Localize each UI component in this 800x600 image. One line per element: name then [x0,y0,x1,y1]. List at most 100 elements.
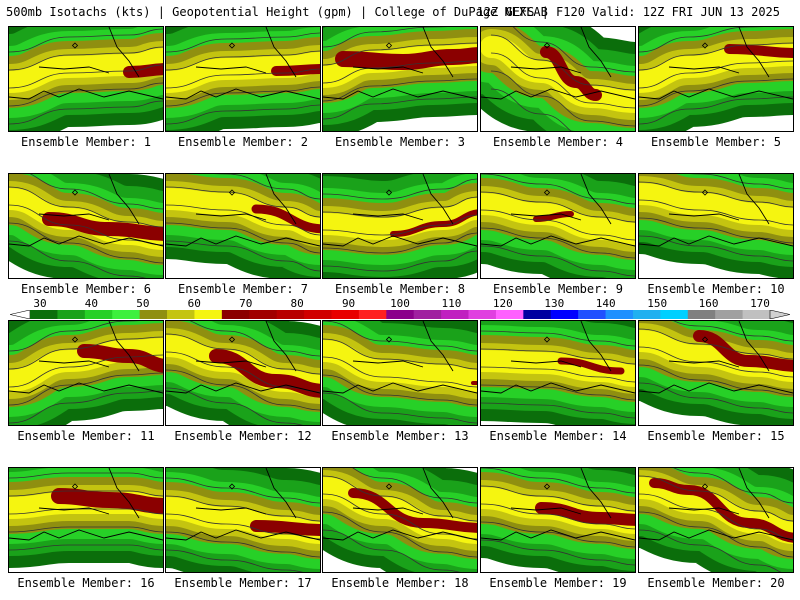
coastline-borders [323,468,477,541]
ensemble-member-label: Ensemble Member: 4 [492,135,624,149]
colorbar-tick-label: 100 [390,297,410,310]
location-marker-icon [701,336,709,343]
height-contour [166,549,304,572]
colorbar-tick-label: 60 [187,297,201,310]
height-contour [481,191,635,223]
jet-stream-map [166,27,320,131]
coastline-borders [481,321,635,394]
height-contour [9,490,163,497]
jet-core-isotach [533,211,574,222]
height-contour [639,529,782,572]
ensemble-map-panel [165,26,321,132]
colorbar-tick-label: 150 [647,297,668,310]
jet-core-isotach [123,63,163,78]
height-contour [323,96,477,120]
ensemble-map-panel [322,26,478,132]
height-contour [9,222,163,264]
jet-stream-map [481,321,635,425]
coastline-borders [639,321,793,394]
jet-core-isotach [693,330,793,372]
height-contour [9,390,163,424]
colorbar-segment [84,310,113,319]
jet-core-isotach [209,349,320,398]
ensemble-member-label: Ensemble Member: 20 [647,576,785,590]
jet-stream-map [639,468,793,572]
colorbar-segment [687,310,716,319]
location-marker-icon [385,483,393,490]
ensemble-map-panel [322,467,478,573]
height-contour [481,468,635,494]
colorbar-tick-label: 40 [84,297,99,310]
jet-stream-map [639,27,793,131]
height-contour [673,468,793,504]
coastline-borders [166,174,320,247]
height-contour [323,321,477,352]
coastline-borders [166,27,320,100]
height-contour [9,82,163,107]
height-contour [323,250,477,272]
coastline-borders [481,27,635,100]
colorbar-segment [632,310,661,319]
location-marker-icon [543,336,551,343]
height-contour [323,475,477,522]
jet-stream-map [323,468,477,572]
height-contour [323,356,477,388]
height-contour [639,346,793,378]
colorbar-labels: 30 40 50 60 70 80 90 100 110 120 130 140 150 160 170 [0,297,800,310]
ensemble-member-label: Ensemble Member: 2 [177,135,309,149]
coastline-borders [9,27,163,100]
location-marker-icon [543,42,551,49]
colorbar-segment [578,310,607,319]
ensemble-member-label: Ensemble Member: 19 [489,576,627,590]
height-contour [166,531,320,558]
height-contour [166,369,320,411]
height-contour [481,384,635,401]
colorbar-tick-label: 120 [492,297,513,310]
title-bar: 500mb Isotachs (kts) | Geopotential Heig… [0,0,800,22]
location-marker-icon [385,336,393,343]
jet-stream-map [481,174,635,278]
height-contour [166,240,320,272]
ensemble-map-panel [322,173,478,279]
colorbar-segment [550,310,579,319]
ensemble-member-label: Ensemble Member: 16 [17,576,155,590]
jet-core-isotach [250,520,320,536]
height-contour [166,68,320,89]
run-valid-time: 12Z GEFS | F120 Valid: 12Z FRI JUN 13 20… [476,5,780,19]
ensemble-map-panel [480,26,636,132]
height-contour [166,222,320,254]
height-contour [9,472,163,479]
jet-core-isotach [271,64,320,76]
colorbar-tick-label: 30 [33,297,47,310]
height-contour [166,86,320,107]
ensemble-member-label: Ensemble Member: 17 [174,576,312,590]
colorbar-tick-label: 160 [698,297,719,310]
height-contour [9,321,141,352]
height-contour [639,27,764,53]
colorbar-segment [221,310,250,319]
ensemble-member-label: Ensemble Member: 8 [334,282,466,296]
colorbar-segment [742,310,771,319]
colorbar-min-arrow [10,310,31,319]
location-marker-icon [71,336,79,343]
height-contour [9,46,163,71]
height-contour [481,539,635,566]
jet-stream-map [481,468,635,572]
jet-stream-map [9,468,163,572]
colorbar-segment [167,310,195,319]
ensemble-map-panel [165,173,321,279]
jet-stream-map [323,27,477,131]
colorbar-segment [194,310,223,319]
location-marker-icon [701,483,709,490]
height-contour [481,209,635,241]
colorbar [10,310,790,319]
height-contour [323,60,477,84]
height-contour [323,529,461,572]
colorbar-segment [441,310,470,319]
location-marker-icon [543,483,551,490]
coastline-borders [166,321,320,394]
height-contour [512,27,635,73]
height-contour [639,364,793,396]
chart-title: 500mb Isotachs (kts) | Geopotential Heig… [6,5,548,19]
height-contour [481,366,635,383]
